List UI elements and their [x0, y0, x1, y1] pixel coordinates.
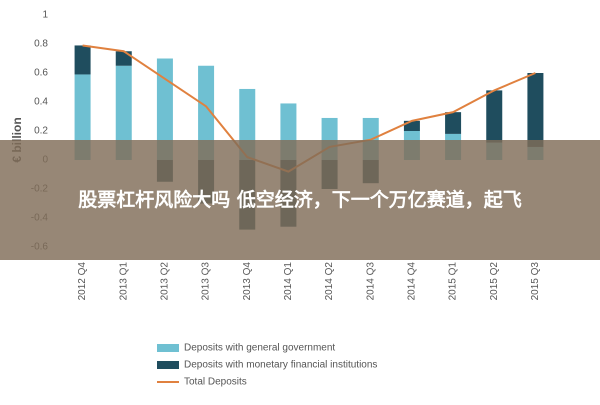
x-tick-label: 2015 Q3	[530, 262, 541, 301]
x-tick-label: 2013 Q4	[242, 262, 253, 301]
overlay-banner: 股票杠杆风险大吗 低空经济，下一个万亿赛道，起飞	[0, 140, 600, 260]
x-tick-label: 2015 Q2	[489, 262, 500, 301]
x-tick-label: 2013 Q2	[160, 262, 171, 301]
x-tick-label: 2014 Q3	[365, 262, 376, 301]
bar	[74, 74, 91, 160]
bar	[403, 120, 420, 131]
y-tick-label: 1	[42, 10, 48, 21]
x-tick-label: 2012 Q4	[77, 262, 88, 301]
legend-swatch	[157, 361, 179, 369]
bar	[115, 65, 132, 160]
legend-label: Deposits with general government	[184, 343, 335, 354]
y-tick-label: 0.4	[34, 97, 48, 108]
bar	[198, 65, 215, 160]
bar	[527, 73, 544, 147]
x-tick-label: 2013 Q1	[118, 262, 129, 301]
bar	[115, 51, 132, 66]
x-tick-label: 2014 Q1	[283, 262, 294, 301]
y-tick-label: 0.8	[34, 39, 48, 50]
x-tick-label: 2014 Q2	[324, 262, 335, 301]
x-tick-label: 2013 Q3	[201, 262, 212, 301]
legend-label: Total Deposits	[184, 377, 247, 388]
y-tick-label: 0.6	[34, 68, 48, 79]
bar	[445, 112, 462, 134]
bar	[74, 45, 91, 75]
bar	[156, 58, 173, 160]
y-tick-label: 0.2	[34, 126, 48, 137]
overlay-text: 股票杠杆风险大吗 低空经济，下一个万亿赛道，起飞	[78, 189, 522, 211]
bar	[486, 90, 503, 143]
x-tick-label: 2014 Q4	[407, 262, 418, 301]
x-tick-label: 2015 Q1	[448, 262, 459, 301]
legend-label: Deposits with monetary financial institu…	[184, 360, 377, 371]
legend-swatch	[157, 344, 179, 352]
